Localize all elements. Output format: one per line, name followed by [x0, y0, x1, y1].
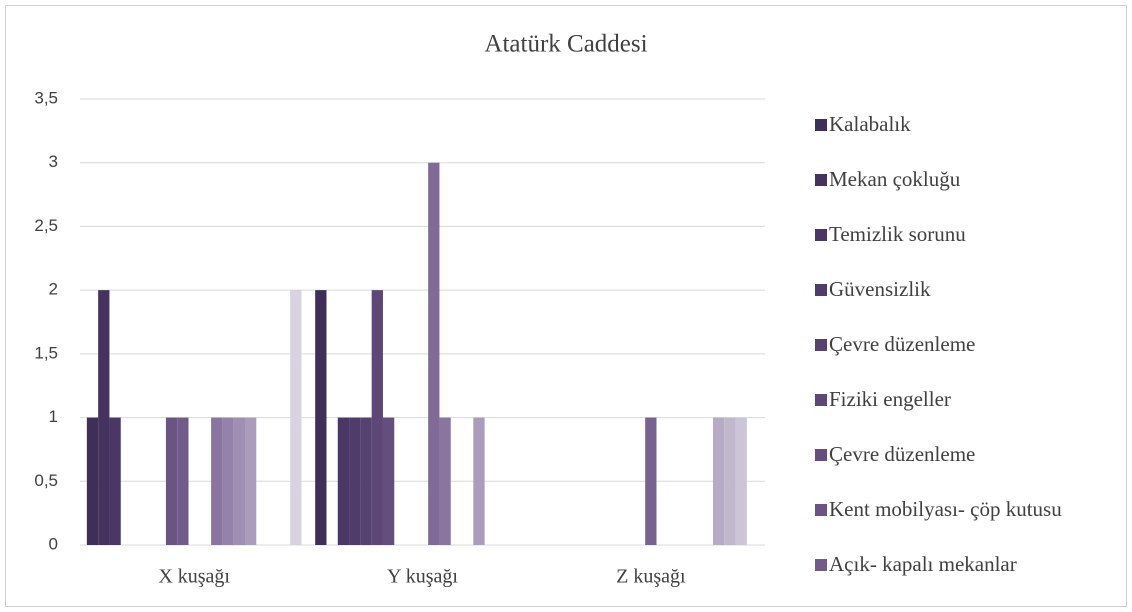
legend-label: Mekan çokluğu: [829, 167, 961, 191]
legend-swatch: [815, 284, 827, 296]
bar: [473, 417, 485, 545]
bar: [222, 417, 234, 545]
bar: [382, 417, 395, 545]
legend-label: Güvensizlik: [829, 277, 931, 301]
y-tick-label: 1: [49, 407, 58, 426]
legend-swatch: [815, 174, 827, 186]
bar: [439, 417, 451, 545]
bar: [645, 417, 657, 545]
y-tick-label: 1,5: [34, 343, 58, 362]
legend-label: Açık- kapalı mekanlar: [829, 552, 1017, 576]
legend-item: Çevre düzenleme: [815, 443, 1105, 498]
bar: [165, 417, 178, 545]
bar: [245, 417, 257, 545]
bar: [290, 290, 302, 545]
bar: [349, 417, 361, 545]
y-tick-label: 0: [49, 534, 58, 553]
bar: [360, 417, 372, 545]
legend-label: Çevre düzenleme: [829, 442, 976, 466]
legend-swatch: [815, 559, 827, 571]
legend-label: Kalabalık: [829, 112, 911, 136]
bar: [233, 417, 246, 545]
bar: [86, 417, 99, 545]
legend-label: Çevre düzenleme: [829, 332, 976, 356]
y-tick-label: 0,5: [34, 471, 58, 490]
bar: [98, 290, 110, 545]
legend-swatch: [815, 504, 827, 516]
bar: [177, 417, 189, 545]
bar: [109, 417, 121, 545]
legend-label: Fiziki engeller: [829, 387, 951, 411]
bar: [724, 417, 736, 545]
legend-item: Kent mobilyası- çöp kutusu: [815, 498, 1105, 553]
legend-item: Mekan çokluğu: [815, 168, 1105, 223]
legend-swatch: [815, 394, 827, 406]
legend-item: Güvensizlik: [815, 278, 1105, 333]
y-tick-label: 2: [49, 280, 58, 299]
bar: [712, 417, 725, 545]
bar: [428, 162, 440, 545]
bar: [735, 417, 747, 545]
chart-title: Atatürk Caddesi: [484, 31, 647, 58]
legend-item: Fiziki engeller: [815, 388, 1105, 443]
y-tick-label: 3: [49, 152, 58, 171]
y-tick-label: 3,5: [34, 88, 58, 107]
legend-item: Temizlik sorunu: [815, 223, 1105, 278]
legend-swatch: [815, 119, 827, 131]
x-tick-label: Z kuşağı: [616, 566, 686, 588]
legend-item: Açık- kapalı mekanlar: [815, 553, 1105, 608]
bar: [371, 290, 383, 545]
legend-item: Kalabalık: [815, 113, 1105, 168]
legend-swatch: [815, 449, 827, 461]
y-tick-label: 2,5: [34, 216, 58, 235]
legend: Kalabalık Mekan çokluğu Temizlik sorunu Güv…: [815, 113, 1105, 608]
x-tick-label: X kuşağı: [158, 566, 230, 588]
border: [5, 5, 1127, 607]
bar: [315, 290, 327, 545]
legend-swatch: [815, 229, 827, 241]
legend-item: Çevre düzenleme: [815, 333, 1105, 388]
legend-swatch: [815, 339, 827, 351]
bar: [211, 417, 223, 545]
legend-label: Temizlik sorunu: [829, 222, 966, 246]
x-tick-label: Y kuşağı: [387, 566, 458, 588]
legend-label: Kent mobilyası- çöp kutusu: [829, 497, 1062, 521]
bar: [337, 417, 350, 545]
